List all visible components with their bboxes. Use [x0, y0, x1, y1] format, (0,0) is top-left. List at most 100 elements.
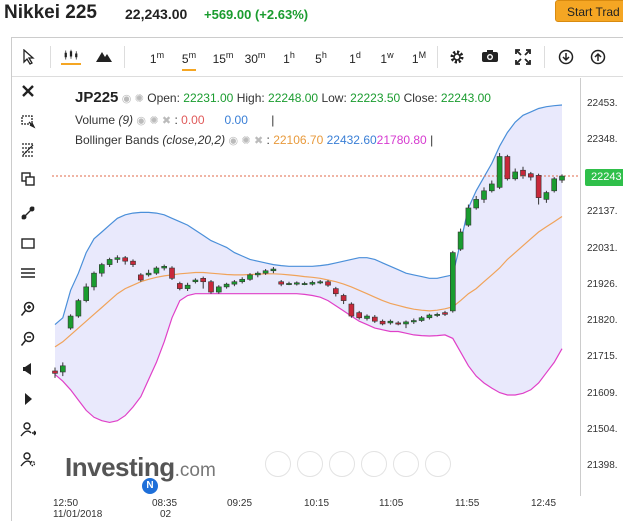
speaker-icon[interactable] [20, 361, 38, 379]
candle-up [262, 270, 269, 274]
zoom-in-icon[interactable] [20, 301, 38, 319]
timeframe-5h[interactable]: 5h [308, 38, 334, 76]
candle-up [543, 192, 550, 200]
candle-down [442, 312, 448, 315]
zoom-out-control[interactable] [297, 451, 323, 477]
timeframe-1m[interactable]: 1m [144, 38, 170, 76]
x-tick-label: 12:45 [531, 498, 557, 509]
gear-icon[interactable] [445, 38, 469, 76]
volume-value-2: 0.00 [224, 113, 248, 127]
timeframe-1h[interactable]: 1h [276, 38, 302, 76]
candle-down [356, 312, 363, 319]
bollinger-band-area [55, 105, 562, 423]
candle-up [270, 268, 277, 272]
share-icon[interactable] [586, 38, 610, 76]
candle-up [99, 264, 105, 274]
candle-up [403, 321, 409, 325]
x-tick-label: 11:55 [455, 498, 480, 509]
download-icon[interactable] [554, 38, 578, 76]
rectangle-icon[interactable] [20, 235, 38, 253]
y-tick-label: 22453. [587, 98, 618, 109]
scroll-left-control[interactable] [265, 451, 291, 477]
eye-icon[interactable]: ◉ [136, 115, 146, 127]
candle-down [278, 281, 285, 285]
crosshair-zoom-icon[interactable] [20, 113, 38, 131]
close-icon[interactable] [20, 83, 38, 101]
candle-up [286, 283, 292, 285]
timeframe-1M[interactable]: 1M [406, 38, 432, 76]
reset-control[interactable] [329, 451, 355, 477]
timeframe-label: 1w [380, 50, 394, 66]
candle-up [387, 320, 394, 324]
camera-icon[interactable] [478, 38, 502, 76]
candle-up [559, 175, 565, 181]
candle-up [512, 171, 519, 180]
y-tick-label: 21715. [587, 351, 618, 363]
fibonacci-icon[interactable] [20, 142, 38, 160]
settings-small-icon[interactable]: ✺ [149, 115, 159, 127]
volume-label: Volume [75, 113, 116, 127]
candle-up [465, 207, 472, 226]
bollinger-middle-line [54, 216, 563, 348]
timeframe-label: 5h [315, 50, 327, 66]
candle-up [75, 300, 82, 317]
close-small-icon[interactable]: ✖ [161, 115, 172, 127]
zoom-out-icon[interactable] [20, 331, 38, 349]
open-value: 22231.00 [183, 91, 234, 105]
candle-down [348, 303, 355, 317]
trendline-icon[interactable] [20, 205, 38, 223]
timeframe-15m[interactable]: 15m [210, 38, 236, 76]
quote-header: Nikkei 225 22,243.00 +569.00 (+2.63%) St… [0, 0, 623, 30]
zoom-in-control[interactable] [361, 451, 387, 477]
price-axis [580, 78, 623, 496]
mountain-icon[interactable] [92, 38, 116, 76]
logo-suffix: .com [174, 460, 216, 481]
candle-up [309, 282, 316, 285]
candle-up [145, 272, 152, 276]
timeframe-label: 1h [283, 50, 295, 66]
candlestick-icon[interactable] [58, 38, 84, 76]
candle-up [255, 272, 261, 276]
candle-up [293, 282, 300, 285]
timeframe-1w[interactable]: 1w [374, 38, 400, 76]
fullscreen-icon[interactable] [511, 38, 535, 76]
candle-up [59, 365, 66, 373]
candle-down [527, 173, 534, 178]
candle-up [106, 259, 113, 265]
current-price-tag: 22243 [585, 169, 623, 186]
eye-icon[interactable]: ◉ [121, 93, 132, 105]
y-tick-label: 22348. [587, 134, 618, 146]
timeframe-label: 1d [349, 50, 361, 66]
cursor-icon[interactable] [16, 38, 42, 76]
chart-toolbar: 1m 5m 15m 30m 1h 5h 1d 1w 1M [12, 38, 623, 77]
low-value: 22223.50 [350, 91, 401, 105]
symbol-label: JP225 [75, 89, 119, 106]
candle-up [426, 314, 433, 319]
close-value: 22243.00 [440, 91, 491, 105]
candle-up [192, 279, 199, 283]
start-trading-button[interactable]: Start Trad [555, 0, 623, 22]
eye-icon[interactable]: ◉ [228, 135, 239, 147]
arrow-right-icon[interactable] [20, 391, 38, 409]
timeframe-label: 1M [411, 50, 427, 66]
candle-up [488, 183, 495, 192]
go-latest-control[interactable] [425, 451, 451, 477]
candle-down [138, 274, 144, 281]
user-search-icon[interactable] [20, 451, 38, 469]
timeframe-30m[interactable]: 30m [242, 38, 268, 76]
settings-small-icon[interactable]: ✺ [241, 135, 251, 147]
copy-icon[interactable] [20, 171, 38, 189]
high-label: High: [236, 91, 265, 105]
scroll-right-control[interactable] [393, 451, 419, 477]
volume-legend: Volume (9) ◉ ✺ ✖ : 0.00 0.00 | [75, 113, 275, 127]
settings-small-icon[interactable]: ✺ [134, 93, 144, 105]
user-plus-icon[interactable] [20, 421, 38, 439]
close-small-icon[interactable]: ✖ [253, 135, 264, 147]
y-tick-label: 21609. [587, 387, 618, 399]
candle-up [434, 314, 441, 316]
parallel-lines-icon[interactable] [20, 265, 38, 283]
timeframe-5m[interactable]: 5m [176, 38, 202, 76]
logo-brand: Investing [65, 452, 175, 482]
timeframe-1d[interactable]: 1d [342, 38, 368, 76]
